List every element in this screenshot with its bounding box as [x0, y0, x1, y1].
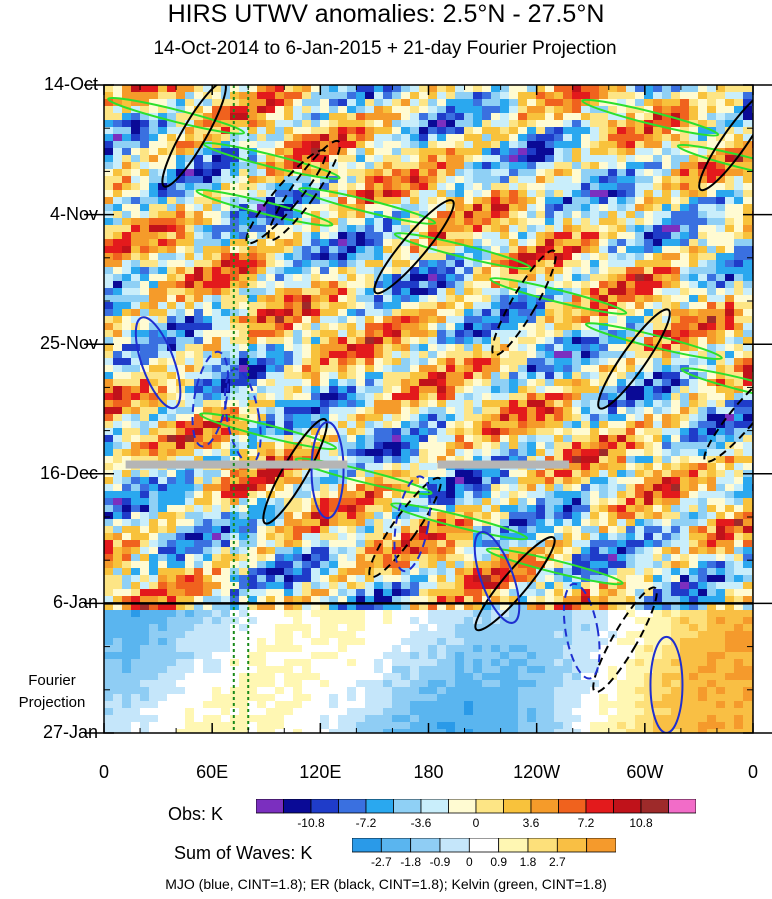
contour-caption: MJO (blue, CINT=1.8); ER (black, CINT=1.… — [165, 876, 607, 892]
y-tick-label: 25-Nov — [39, 333, 98, 354]
colorbar-swatch — [556, 838, 588, 853]
colorbar-swatch — [310, 799, 339, 814]
waves-colorbar-title: Sum of Waves: K — [174, 843, 313, 863]
anomaly-field — [104, 85, 753, 733]
colorbar-tick-label: 7.2 — [577, 816, 595, 830]
colorbar-tick-label: -7.2 — [355, 816, 377, 830]
colorbar-tick-label: 0 — [465, 855, 473, 869]
colorbar-swatch — [410, 838, 441, 853]
colorbar-swatch — [338, 799, 367, 814]
y-tick-label: 14-Oct — [43, 74, 98, 94]
plot-overlays — [104, 85, 753, 733]
colorbar-tick-label: 1.8 — [519, 855, 537, 869]
colorbar-swatch — [586, 838, 616, 853]
obs-colorbar-title: Obs: K — [168, 804, 224, 824]
waves-colorbar — [352, 838, 616, 853]
colorbar-swatch — [498, 838, 529, 853]
colorbar-tick-label: -3.6 — [410, 816, 432, 830]
projection-label-line1: Fourier — [28, 672, 76, 689]
colorbar-swatch — [380, 838, 412, 853]
colorbar-swatch — [640, 799, 669, 814]
missing-data-band — [437, 460, 570, 469]
colorbar-tick-label: 2.7 — [548, 855, 566, 869]
colorbar-swatch — [352, 838, 382, 853]
colorbar-swatch — [585, 799, 614, 814]
colorbar-swatch — [613, 799, 642, 814]
x-tick-label: 0 — [747, 762, 758, 782]
x-tick-label: 120W — [513, 762, 561, 782]
projection-label: Fourier Projection — [8, 670, 96, 714]
wave-contours — [107, 85, 753, 733]
colorbar-tick-label: -1.8 — [400, 855, 421, 869]
colorbar-swatch — [420, 799, 449, 814]
y-tick-label: 4-Nov — [49, 203, 98, 224]
missing-data-band — [125, 460, 348, 469]
x-tick-label: 120E — [299, 762, 342, 782]
y-tick-label: 27-Jan — [42, 722, 98, 742]
axis-ticks — [84, 84, 772, 734]
colorbar-swatch — [448, 799, 477, 814]
colorbar-tick-label: -2.7 — [370, 855, 392, 869]
colorbar-tick-label: 0.9 — [490, 855, 507, 869]
colorbar-swatch — [468, 838, 500, 853]
colorbar-swatch — [365, 799, 394, 814]
colorbar-tick-label: -10.8 — [297, 816, 325, 830]
x-tick-label: 180 — [413, 762, 444, 782]
y-tick-label: 6-Jan — [52, 592, 98, 613]
colorbar-tick-label: 10.8 — [629, 816, 653, 830]
projection-label-line2: Projection — [18, 694, 86, 711]
colorbar-swatch — [527, 838, 558, 853]
colorbar-swatch — [393, 799, 422, 814]
x-tick-label: 60W — [626, 762, 664, 782]
colorbar-swatch — [256, 799, 284, 814]
chart-subtitle: 14-Oct-2014 to 6-Jan-2015 + 21-day Fouri… — [153, 38, 617, 59]
colorbar-swatch — [503, 799, 532, 814]
colorbar-swatch — [439, 838, 470, 853]
y-tick-label: 16-Dec — [39, 462, 98, 483]
chart-title: HIRS UTWV anomalies: 2.5°N - 27.5°N — [167, 0, 605, 28]
x-tick-label: 0 — [98, 762, 109, 782]
obs-colorbar — [256, 799, 696, 814]
colorbar-swatch — [558, 799, 587, 814]
colorbar-tick-label: -0.9 — [429, 855, 451, 869]
colorbar-tick-label: 3.6 — [522, 816, 540, 830]
colorbar-tick-label: 0 — [472, 816, 480, 830]
colorbar-swatch — [530, 799, 559, 814]
colorbar-swatch — [283, 799, 312, 814]
colorbar-swatch — [668, 799, 696, 814]
x-tick-label: 60E — [196, 762, 229, 782]
colorbar-swatch — [475, 799, 504, 814]
